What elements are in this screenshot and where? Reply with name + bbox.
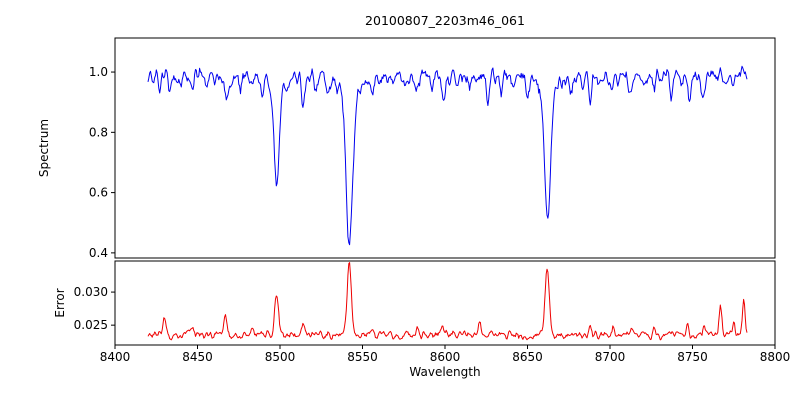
x-tick-label: 8400 [100, 350, 131, 364]
spectrum-line [147, 65, 748, 246]
y-tick-label: 0.8 [89, 125, 108, 139]
y-tick-label: 0.4 [89, 246, 108, 260]
y-tick-label: 0.6 [89, 186, 108, 200]
x-tick-label: 8650 [512, 350, 543, 364]
chart-title: 20100807_2203m46_061 [365, 13, 525, 28]
y-tick-label: 1.0 [89, 65, 108, 79]
y-tick-label: 0.025 [74, 318, 108, 332]
error-line [147, 262, 748, 341]
x-tick-label: 8500 [265, 350, 296, 364]
x-axis-label: Wavelength [409, 365, 481, 379]
x-tick-label: 8600 [430, 350, 461, 364]
x-tick-label: 8800 [760, 350, 791, 364]
y-tick-label: 0.030 [74, 285, 108, 299]
spectrum-y-axis-label: Spectrum [37, 118, 51, 178]
x-tick-label: 8550 [347, 350, 378, 364]
x-tick-label: 8750 [677, 350, 708, 364]
spectrum-axes-frame [114, 37, 776, 259]
error-y-axis-label: Error [53, 288, 67, 318]
x-tick-label: 8700 [595, 350, 626, 364]
x-tick-label: 8450 [182, 350, 213, 364]
